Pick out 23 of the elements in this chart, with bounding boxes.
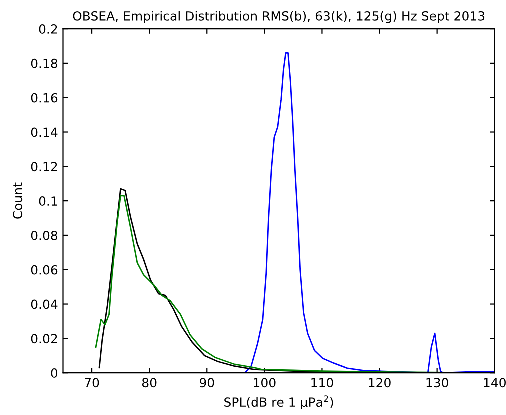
x-tick-label: 70: [85, 378, 100, 388]
y-tick-label: 0.18: [31, 58, 58, 68]
x-tick-label: 90: [200, 378, 214, 388]
x-axis-title: SPL(dB re 1 µPa$^{2}$): [224, 396, 334, 410]
y-tick-label: 0.04: [31, 300, 58, 310]
y-tick-label: 0.02: [31, 334, 58, 344]
x-tick-label: 130: [426, 378, 448, 388]
y-tick-label: 0.16: [31, 93, 58, 103]
x-tick-label: 110: [312, 378, 334, 388]
y-tick-label: 0.14: [31, 128, 58, 138]
y-axis-title: Count: [13, 182, 23, 219]
y-tick-label: 0.06: [31, 265, 58, 275]
line-series: [244, 52, 495, 374]
y-tick-label: 0.2: [39, 24, 58, 34]
y-tick-label: 0.12: [31, 162, 58, 172]
y-tick-label: 0.1: [39, 196, 58, 206]
y-tick-label: 0.08: [31, 230, 58, 240]
x-tick-label: 120: [369, 378, 391, 388]
chart-title: OBSEA, Empirical Distribution RMS(b), 63(k), 125(g) Hz Sept 2013: [73, 11, 485, 24]
x-tick-label: 80: [142, 378, 157, 388]
x-tick-label: 140: [484, 378, 506, 388]
y-tick-label: 0: [51, 368, 58, 378]
x-tick-label: 100: [254, 378, 276, 388]
